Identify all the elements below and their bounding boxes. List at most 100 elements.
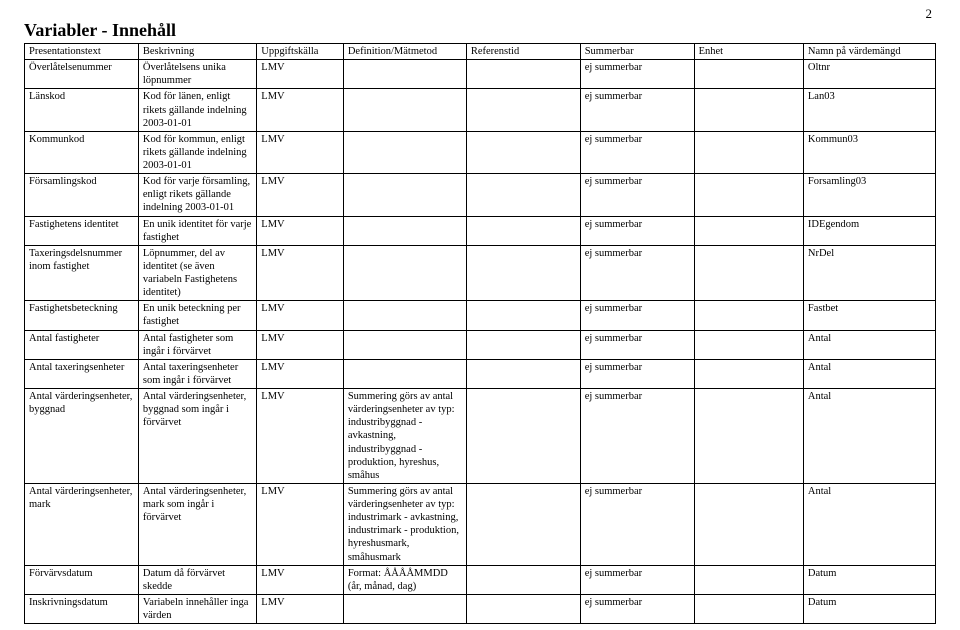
table-row: Antal fastigheterAntal fastigheter som i…: [25, 330, 936, 359]
table-cell: [466, 89, 580, 131]
table-cell: Antal värderingsenheter, mark: [25, 483, 139, 565]
table-cell: ej summerbar: [580, 174, 694, 216]
table-cell: [466, 565, 580, 594]
table-cell: [466, 216, 580, 245]
table-cell: Församlingskod: [25, 174, 139, 216]
table-cell: [466, 330, 580, 359]
table-cell: Kommun03: [803, 131, 935, 173]
table-cell: LMV: [257, 131, 344, 173]
col-header: Enhet: [694, 44, 803, 60]
table-row: Antal taxeringsenheterAntal taxeringsenh…: [25, 359, 936, 388]
table-cell: [694, 359, 803, 388]
page-title: Variabler - Innehåll: [24, 20, 936, 41]
table-cell: LMV: [257, 245, 344, 301]
col-header: Definition/Mätmetod: [343, 44, 466, 60]
table-cell: ej summerbar: [580, 216, 694, 245]
table-cell: Datum: [803, 594, 935, 623]
col-header: Presentationstext: [25, 44, 139, 60]
table-cell: [694, 245, 803, 301]
table-cell: Kod för länen, enligt rikets gällande in…: [138, 89, 256, 131]
table-cell: Förvärvsdatum: [25, 565, 139, 594]
table-cell: NrDel: [803, 245, 935, 301]
table-cell: Löpnummer, del av identitet (se även var…: [138, 245, 256, 301]
table-cell: ej summerbar: [580, 483, 694, 565]
table-cell: [466, 359, 580, 388]
table-cell: [343, 60, 466, 89]
table-cell: Inskrivningsdatum: [25, 594, 139, 623]
table-row: Antal värderingsenheter, markAntal värde…: [25, 483, 936, 565]
table-cell: Överlåtelsens unika löpnummer: [138, 60, 256, 89]
table-row: Taxeringsdelsnummer inom fastighetLöpnum…: [25, 245, 936, 301]
table-cell: [343, 359, 466, 388]
table-cell: ej summerbar: [580, 131, 694, 173]
table-cell: ej summerbar: [580, 330, 694, 359]
table-cell: [694, 301, 803, 330]
table-cell: Antal: [803, 359, 935, 388]
table-cell: Lan03: [803, 89, 935, 131]
table-row: Antal värderingsenheter, byggnadAntal vä…: [25, 389, 936, 484]
table-cell: [343, 174, 466, 216]
table-cell: ej summerbar: [580, 594, 694, 623]
table-cell: LMV: [257, 389, 344, 484]
table-cell: [343, 89, 466, 131]
variables-table: Presentationstext Beskrivning Uppgiftskä…: [24, 43, 936, 624]
table-cell: Länskod: [25, 89, 139, 131]
table-row: LänskodKod för länen, enligt rikets gäll…: [25, 89, 936, 131]
table-cell: Oltnr: [803, 60, 935, 89]
table-cell: [694, 89, 803, 131]
table-cell: Överlåtelsenummer: [25, 60, 139, 89]
table-cell: LMV: [257, 483, 344, 565]
table-cell: ej summerbar: [580, 301, 694, 330]
col-header: Beskrivning: [138, 44, 256, 60]
table-row: KommunkodKod för kommun, enligt rikets g…: [25, 131, 936, 173]
table-cell: [694, 174, 803, 216]
table-cell: ej summerbar: [580, 389, 694, 484]
table-cell: ej summerbar: [580, 60, 694, 89]
page-number: 2: [926, 6, 933, 22]
table-cell: [694, 594, 803, 623]
table-cell: Variabeln innehåller inga värden: [138, 594, 256, 623]
table-cell: Antal: [803, 389, 935, 484]
table-row: FörsamlingskodKod för varje församling, …: [25, 174, 936, 216]
table-cell: En unik beteckning per fastighet: [138, 301, 256, 330]
table-cell: [466, 301, 580, 330]
table-cell: [466, 594, 580, 623]
table-cell: Forsamling03: [803, 174, 935, 216]
table-row: Fastighetens identitetEn unik identitet …: [25, 216, 936, 245]
content: Variabler - Innehåll Presentationstext B…: [0, 0, 960, 624]
table-cell: ej summerbar: [580, 245, 694, 301]
col-header: Referenstid: [466, 44, 580, 60]
table-cell: Kod för varje församling, enligt rikets …: [138, 174, 256, 216]
table-cell: En unik identitet för varje fastighet: [138, 216, 256, 245]
table-cell: [343, 245, 466, 301]
table-cell: [694, 330, 803, 359]
table-cell: [343, 216, 466, 245]
col-header: Namn på värdemängd: [803, 44, 935, 60]
table-cell: Antal: [803, 483, 935, 565]
col-header: Summerbar: [580, 44, 694, 60]
table-cell: LMV: [257, 565, 344, 594]
table-cell: Antal fastigheter: [25, 330, 139, 359]
table-cell: Taxeringsdelsnummer inom fastighet: [25, 245, 139, 301]
table-cell: Kommunkod: [25, 131, 139, 173]
table-cell: Datum då förvärvet skedde: [138, 565, 256, 594]
table-cell: LMV: [257, 216, 344, 245]
table-cell: Datum: [803, 565, 935, 594]
table-cell: [343, 330, 466, 359]
table-cell: LMV: [257, 330, 344, 359]
table-cell: LMV: [257, 89, 344, 131]
table-cell: Antal värderingsenheter, byggnad: [25, 389, 139, 484]
table-cell: IDEgendom: [803, 216, 935, 245]
table-cell: Fastighetsbeteckning: [25, 301, 139, 330]
table-cell: [694, 565, 803, 594]
table-cell: Format: ÅÅÅÅMMDD (år, månad, dag): [343, 565, 466, 594]
table-cell: [694, 483, 803, 565]
table-cell: [694, 60, 803, 89]
table-cell: LMV: [257, 594, 344, 623]
table-cell: Fastighetens identitet: [25, 216, 139, 245]
table-cell: LMV: [257, 174, 344, 216]
table-cell: LMV: [257, 60, 344, 89]
table-cell: ej summerbar: [580, 359, 694, 388]
table-cell: [343, 131, 466, 173]
table-cell: ej summerbar: [580, 565, 694, 594]
